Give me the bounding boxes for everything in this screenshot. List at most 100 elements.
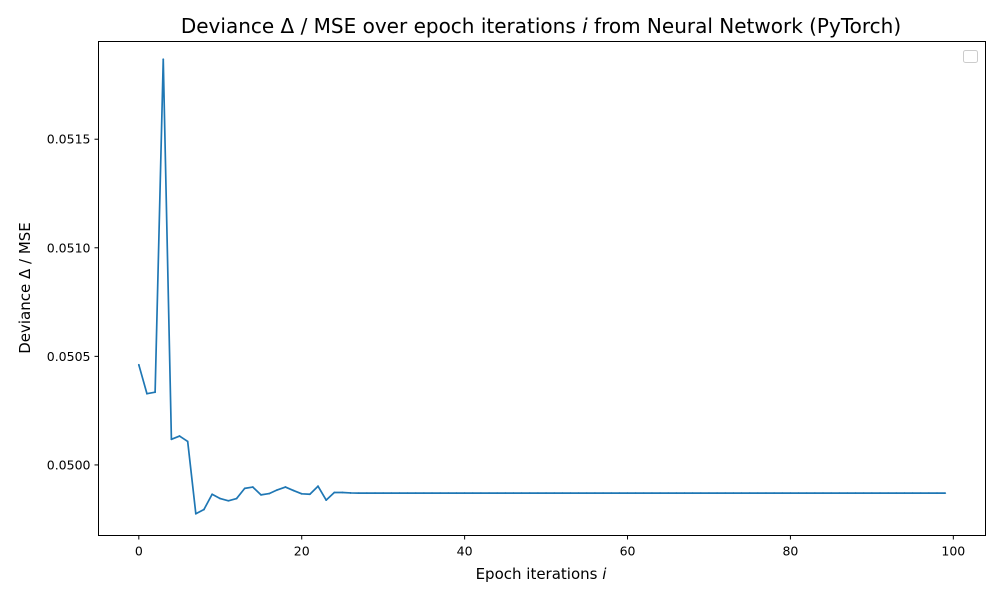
data-point	[708, 492, 710, 495]
data-point	[602, 492, 604, 495]
x-tick-label: 20	[294, 544, 310, 559]
data-point	[651, 492, 653, 495]
data-point	[512, 492, 515, 495]
data-point	[349, 492, 352, 494]
data-point	[699, 492, 702, 495]
data-point	[610, 492, 613, 495]
data-point	[357, 492, 360, 495]
data-point	[170, 438, 173, 441]
data-point	[154, 391, 157, 394]
data-point	[178, 435, 181, 437]
data-point	[781, 492, 784, 495]
data-point	[748, 492, 751, 495]
data-point	[317, 485, 319, 488]
data-point	[936, 492, 938, 495]
data-point	[667, 492, 670, 495]
data-point	[822, 492, 824, 495]
data-point	[284, 486, 287, 488]
data-point	[585, 492, 588, 495]
data-point	[895, 492, 898, 495]
x-axis-ticks: 0 20 40 60 80 100	[135, 535, 965, 559]
data-point	[927, 492, 930, 495]
data-point	[879, 492, 881, 495]
data-point	[675, 492, 678, 495]
data-point	[333, 491, 336, 494]
x-tick-label: 40	[457, 544, 473, 559]
data-point	[300, 492, 303, 495]
data-point	[227, 499, 230, 502]
data-point	[382, 492, 385, 495]
data-point	[919, 492, 922, 495]
data-point	[423, 492, 425, 495]
data-point	[732, 492, 735, 495]
y-axis-ticks: 0.0500 0.0505 0.0510 0.0515	[47, 132, 99, 472]
data-point	[292, 489, 295, 492]
data-point	[594, 492, 596, 495]
data-point	[797, 492, 800, 495]
data-point	[251, 486, 254, 488]
data-point	[374, 492, 376, 495]
data-point	[830, 492, 833, 495]
data-point	[463, 492, 466, 495]
data-point	[805, 492, 808, 495]
data-point	[887, 492, 890, 495]
data-point	[553, 492, 556, 495]
data-point	[447, 492, 450, 495]
data-point	[911, 492, 914, 495]
data-point	[268, 492, 271, 495]
data-point	[740, 492, 743, 495]
data-point	[341, 491, 344, 494]
data-point	[439, 492, 442, 495]
data-point	[756, 492, 759, 495]
data-point	[846, 492, 849, 495]
data-point	[260, 493, 262, 496]
data-point	[765, 492, 767, 495]
x-tick-label: 0	[135, 544, 143, 559]
data-point	[691, 492, 694, 495]
data-point	[137, 363, 140, 366]
data-point	[398, 492, 401, 495]
data-point	[194, 512, 197, 515]
data-point	[870, 492, 873, 495]
data-point	[431, 492, 433, 495]
data-point	[773, 492, 776, 495]
data-point	[414, 492, 417, 495]
x-tick-label: 100	[941, 544, 965, 559]
x-tick-label: 60	[620, 544, 636, 559]
plot-area	[98, 41, 986, 536]
data-point	[520, 492, 523, 495]
data-point	[903, 492, 906, 495]
data-point	[243, 487, 246, 490]
data-point	[683, 492, 686, 495]
data-point	[162, 58, 165, 61]
data-point	[618, 492, 621, 495]
data-point	[716, 492, 719, 495]
data-points	[137, 58, 947, 515]
x-tick-label: 80	[782, 544, 798, 559]
data-point	[813, 492, 816, 495]
data-point	[854, 492, 857, 495]
x-axis-label: Epoch iterations i	[476, 565, 608, 583]
data-point	[545, 492, 547, 495]
data-point	[219, 497, 222, 500]
data-point	[488, 492, 490, 495]
y-tick-label: 0.0515	[47, 132, 91, 147]
data-point	[626, 492, 629, 495]
data-point	[276, 489, 279, 491]
data-point	[537, 492, 539, 495]
data-point	[235, 497, 238, 500]
data-point	[642, 492, 645, 495]
data-point	[528, 492, 531, 495]
data-point	[308, 493, 311, 496]
data-point	[146, 392, 148, 395]
y-tick-label: 0.0500	[47, 457, 91, 472]
data-point	[325, 499, 328, 502]
data-point	[203, 508, 205, 511]
data-point	[634, 492, 637, 495]
data-point	[211, 493, 214, 496]
data-point	[659, 492, 661, 495]
data-point	[789, 492, 792, 495]
data-point	[186, 440, 189, 443]
data-point	[561, 492, 564, 495]
